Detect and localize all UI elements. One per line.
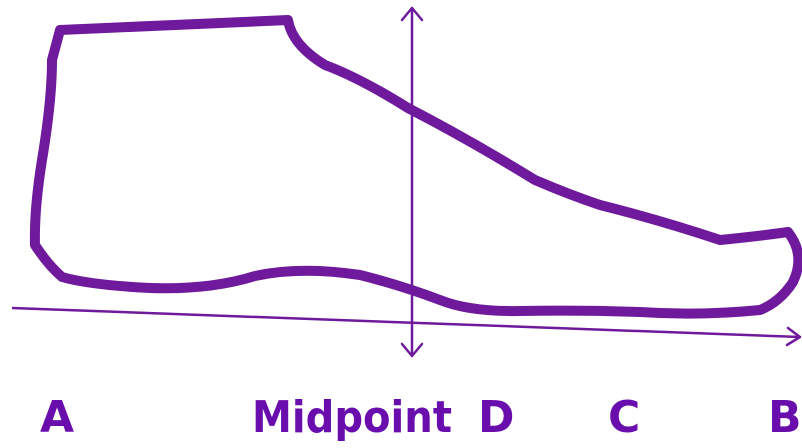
baseline-axis — [11, 306, 801, 339]
label-d: D — [478, 392, 515, 443]
label-b: B — [768, 392, 802, 443]
foot-outline — [29, 15, 802, 319]
midpoint-bottom-arrowhead — [400, 342, 424, 358]
label-a: A — [40, 392, 74, 443]
baseline-arrowhead — [785, 326, 802, 347]
label-midpoint: Midpoint — [252, 392, 452, 443]
label-c: C — [608, 392, 640, 443]
midpoint-top-arrowhead — [400, 6, 424, 22]
